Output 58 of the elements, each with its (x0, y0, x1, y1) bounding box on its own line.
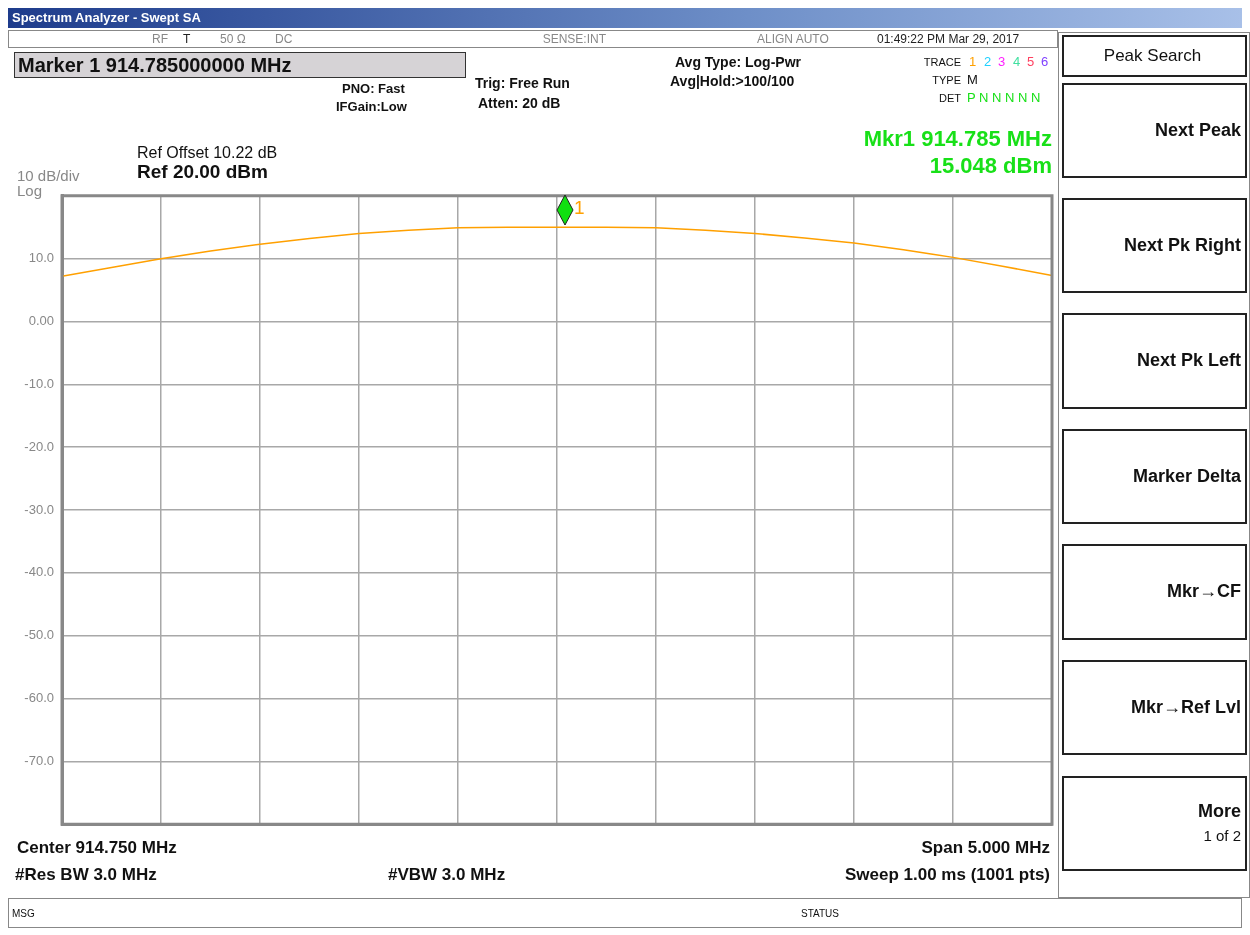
text: Next Pk Right (1123, 234, 1241, 256)
text: 01:49:22 PM Mar 29, 2017 (877, 32, 1020, 47)
text: T (183, 32, 191, 47)
text: 2 (984, 54, 992, 70)
text: Marker Delta (1132, 465, 1241, 487)
text: Mkr1 914.785 MHz (863, 126, 1052, 152)
text: STATUS (801, 908, 839, 919)
text: ALIGN AUTO (757, 32, 829, 47)
text: MSG (12, 908, 35, 919)
text: Center 914.750 MHz (17, 838, 177, 858)
text: DET (939, 92, 961, 105)
y-tick-label: -70.0 (24, 752, 54, 768)
y-tick-label: -10.0 (24, 375, 54, 391)
text: Span 5.000 MHz (921, 838, 1050, 858)
y-tick-label: -40.0 (24, 564, 54, 580)
text: TRACE (923, 56, 961, 69)
text: 10 dB/div (17, 167, 80, 185)
y-tick-label: 0.00 (28, 313, 54, 329)
text: 4 (1013, 54, 1021, 70)
text: 1 of 2 (1203, 827, 1241, 845)
text: 3 (998, 54, 1006, 70)
chart-title: Spectrum Analyzer - Swept SA (12, 10, 201, 25)
text: SENSE:INT (542, 32, 606, 47)
text: 15.048 dBm (929, 153, 1052, 179)
text: #VBW 3.0 MHz (388, 865, 506, 885)
text: Mkr→CF (1166, 581, 1241, 602)
y-tick-label: -60.0 (24, 690, 54, 706)
text: 5 (1027, 54, 1035, 70)
text: Ref Offset 10.22 dB (137, 144, 278, 162)
y-tick-label: -30.0 (24, 501, 54, 517)
text: M (967, 72, 978, 88)
text: #Res BW 3.0 MHz (15, 865, 157, 885)
text: TYPE (932, 74, 961, 87)
text: Peak Search (1103, 45, 1202, 66)
annotation: 1 (574, 197, 585, 219)
text: Atten: 20 dB (478, 95, 561, 112)
text: Trig: Free Run (475, 75, 570, 92)
text: 6 (1041, 54, 1049, 70)
text: Next Peak (1154, 119, 1241, 141)
text: Sweep 1.00 ms (1001 pts) (844, 865, 1050, 885)
text: Avg Type: Log-Pwr (675, 54, 801, 71)
text: Ref 20.00 dBm (137, 161, 268, 183)
text: Log (17, 182, 43, 200)
text: RF (152, 32, 168, 47)
text: Next Pk Left (1136, 350, 1241, 371)
text: IFGain:Low (336, 99, 407, 115)
text: P N N N N N (967, 90, 1041, 106)
y-tick-label: -50.0 (24, 627, 54, 643)
text: More (1197, 801, 1241, 823)
text: Mkr→Ref Lvl (1130, 696, 1241, 718)
text: PNO: Fast (342, 81, 405, 97)
text: 1 (969, 54, 977, 70)
y-tick-label: -20.0 (24, 438, 54, 454)
text: DC (275, 32, 293, 47)
text: Marker 1 914.785000000 MHz (14, 52, 466, 78)
text: Avg|Hold:>100/100 (670, 73, 795, 90)
text: 50 Ω (220, 32, 246, 47)
y-tick-label: 10.0 (28, 250, 54, 266)
